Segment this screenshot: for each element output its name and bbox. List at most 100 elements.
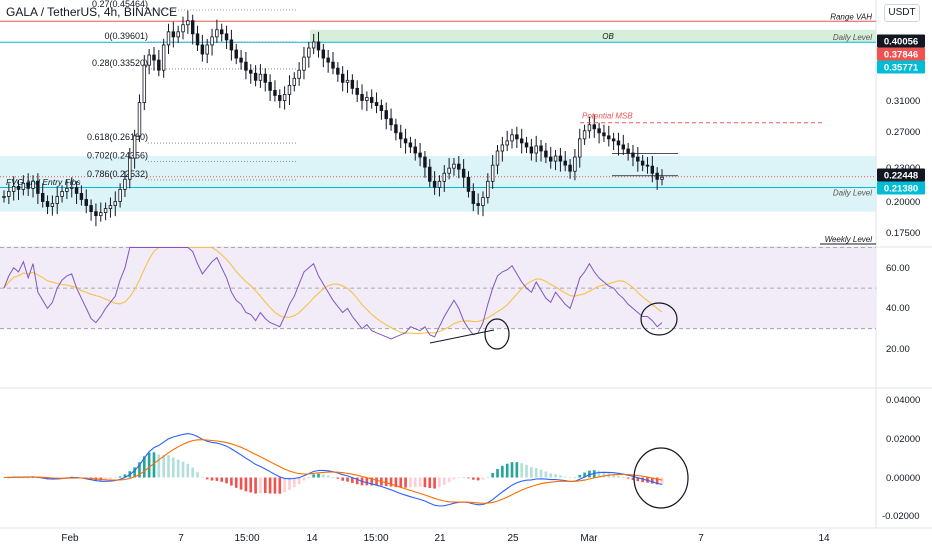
candle-body xyxy=(103,208,108,214)
price-tick-label: 0.27000 xyxy=(886,127,920,138)
price-badge xyxy=(877,34,925,48)
time-tick-label: 25 xyxy=(507,533,519,544)
macd-histogram-bar xyxy=(123,474,127,478)
macd-histogram-bar xyxy=(36,477,40,479)
candle-body xyxy=(457,163,461,170)
candle-body xyxy=(350,79,355,89)
candle-body xyxy=(65,187,69,192)
annotation-layer: Potential MSB xyxy=(580,112,822,177)
currency-button[interactable]: USDT xyxy=(884,4,920,22)
macd-histogram-bar xyxy=(370,477,374,486)
candle-body xyxy=(181,24,185,33)
macd-histogram-bar xyxy=(462,477,465,479)
chart-title: GALA / TetherUS, 4h, BINANCE xyxy=(6,5,178,19)
macd-histogram-bar xyxy=(215,477,219,481)
macd-histogram-bar xyxy=(626,477,630,479)
candle-body xyxy=(253,72,258,81)
candle-body xyxy=(321,49,326,59)
macd-histogram-bar xyxy=(181,461,185,478)
candle-body xyxy=(481,197,485,206)
macd-histogram-bar xyxy=(302,477,306,481)
levels-layer: Weekly Level Range VAH Daily Level Daily Le… xyxy=(0,12,876,245)
candle-body xyxy=(384,110,388,120)
macd-histogram-bar xyxy=(641,477,644,483)
macd-histogram-bar xyxy=(621,477,625,478)
macd-histogram-bar xyxy=(384,477,388,487)
price-axis[interactable]: 0.200000.230000.270000.310000.1750000.40… xyxy=(877,10,925,522)
price-badge xyxy=(877,60,925,74)
macd-histogram-bar xyxy=(549,473,553,478)
macd-histogram-bar xyxy=(525,464,528,478)
macd-histogram-bar xyxy=(471,477,475,480)
macd-histogram-bar xyxy=(220,477,224,482)
macd-histogram-bar xyxy=(118,476,122,478)
candle-body xyxy=(210,36,214,46)
macd-circle xyxy=(633,447,689,509)
macd-histogram-bar xyxy=(268,477,272,494)
candle-body xyxy=(244,61,248,71)
candle-body xyxy=(471,190,476,204)
macd-histogram-bar xyxy=(636,477,640,482)
time-tick-label: Feb xyxy=(61,533,79,544)
candles-layer xyxy=(2,10,664,227)
macd-tick-label: 0.00000 xyxy=(886,473,920,484)
macd-histogram-bar xyxy=(273,477,277,494)
macd-line xyxy=(3,433,663,507)
time-tick-label: 14 xyxy=(818,533,830,544)
macd-histogram-bar xyxy=(317,473,320,478)
macd-histogram-bar xyxy=(351,477,354,483)
candle-body xyxy=(113,201,118,206)
macd-histogram-bar xyxy=(559,475,562,478)
macd-histogram-bar xyxy=(452,477,456,480)
candle-body xyxy=(602,132,606,137)
candle-body xyxy=(505,140,509,146)
candle-body xyxy=(345,79,350,83)
macd-histogram-bar xyxy=(109,477,112,480)
candle-body xyxy=(287,84,292,95)
macd-histogram-bar xyxy=(505,463,509,478)
candle-body xyxy=(394,124,398,134)
macd-histogram-bar xyxy=(612,474,615,478)
time-tick-label: 14 xyxy=(306,533,318,544)
macd-histogram-bar xyxy=(259,477,262,494)
macd-histogram-bar xyxy=(312,474,315,478)
macd-histogram-bar xyxy=(234,477,238,488)
ob-zone xyxy=(310,29,876,43)
candle-body xyxy=(94,211,98,217)
candle-body xyxy=(428,166,432,182)
candle-body xyxy=(326,57,330,63)
time-tick-label: 7 xyxy=(178,533,184,544)
rsi-circle-1 xyxy=(484,318,510,350)
candle-body xyxy=(268,81,272,91)
candle-body xyxy=(147,54,151,66)
candle-body xyxy=(423,156,427,168)
macd-histogram-bar xyxy=(346,477,349,482)
candle-body xyxy=(16,185,21,190)
candle-body xyxy=(587,124,592,132)
macd-histogram-bar xyxy=(539,469,543,478)
macd-histogram-bar xyxy=(631,477,635,480)
time-axis[interactable]: Feb 7 15:00 14 15:00 21 25 Mar 7 14 xyxy=(61,533,830,544)
candle-body xyxy=(89,205,93,212)
macd-histogram-bar xyxy=(288,477,291,490)
candle-body xyxy=(592,124,596,130)
candle-body xyxy=(655,172,659,180)
level-label: Range VAH xyxy=(830,12,872,21)
fib-label: 0.702(0.24356) xyxy=(87,151,148,161)
fib-layer: 0.27(0.45464) 0(0.39601) 0.28(0.33520) 0.61… xyxy=(87,0,296,181)
signal-line xyxy=(3,439,663,504)
candle-body xyxy=(578,138,582,158)
macd-histogram-bar xyxy=(196,472,199,478)
rsi-pane xyxy=(0,246,876,350)
macd-histogram-bar xyxy=(404,477,407,488)
candle-body xyxy=(461,168,466,178)
candle-body xyxy=(40,193,45,202)
candle-body xyxy=(340,73,345,83)
candle-body xyxy=(311,41,316,49)
macd-histogram-bar xyxy=(423,477,427,488)
candle-body xyxy=(573,156,577,172)
candle-body xyxy=(31,180,35,189)
candle-body xyxy=(171,31,176,38)
macd-histogram-bar xyxy=(418,477,422,487)
